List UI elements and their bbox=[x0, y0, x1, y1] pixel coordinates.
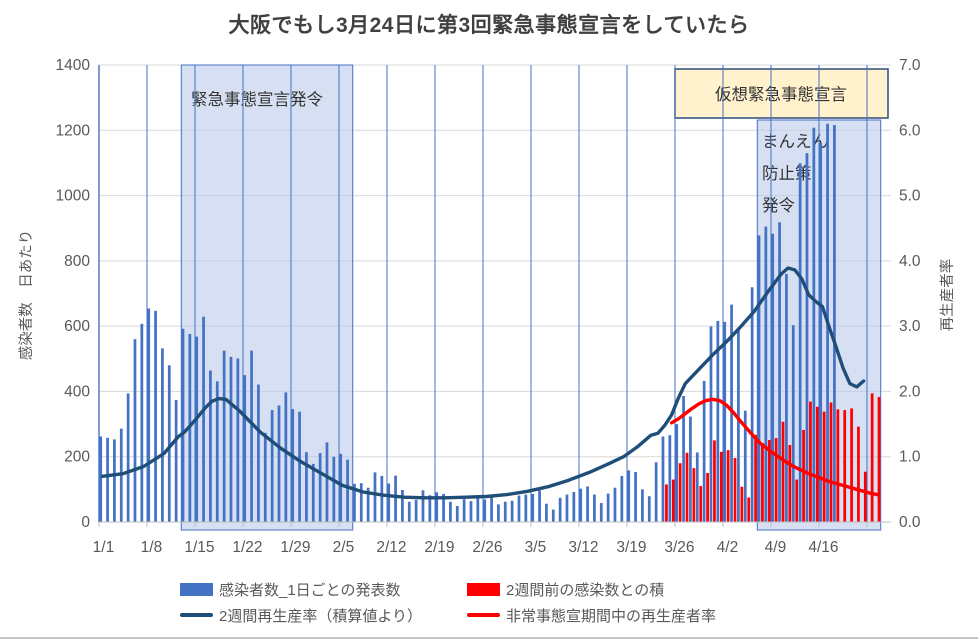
manen-line-3: 発令 bbox=[762, 196, 796, 215]
svg-text:1200: 1200 bbox=[56, 122, 91, 139]
svg-text:6.0: 6.0 bbox=[899, 122, 921, 139]
left-axis-labels: 1400 1200 1000 800 600 400 200 0 bbox=[56, 57, 91, 531]
vertical-gridlines bbox=[98, 65, 868, 522]
svg-text:2/12: 2/12 bbox=[376, 539, 406, 556]
svg-text:4.0: 4.0 bbox=[899, 253, 921, 270]
daily-cases-bars bbox=[99, 123, 836, 523]
svg-text:4/16: 4/16 bbox=[808, 539, 838, 556]
legend-row-bars: 感染者数_1日ごとの発表数 2週間前の感染数との積 bbox=[180, 576, 716, 602]
svg-text:3/26: 3/26 bbox=[664, 539, 694, 556]
svg-text:0: 0 bbox=[81, 514, 90, 531]
window-bottom-edge bbox=[0, 637, 978, 639]
svg-text:2/19: 2/19 bbox=[424, 539, 454, 556]
svg-text:1/8: 1/8 bbox=[141, 539, 163, 556]
right-axis-labels: 7.0 6.0 5.0 4.0 3.0 2.0 1.0 0.0 bbox=[899, 57, 921, 531]
x-axis: 1/1 1/8 1/15 1/22 1/29 2/5 2/12 2/19 2/26 3/5 3/12… bbox=[93, 521, 891, 556]
red-bar-swatch bbox=[467, 582, 500, 596]
svg-text:7.0: 7.0 bbox=[899, 57, 921, 74]
legend: 感染者数_1日ごとの発表数 2週間前の感染数との積 2週間再生産率（積算値より）… bbox=[180, 576, 716, 628]
svg-text:4/9: 4/9 bbox=[765, 539, 787, 556]
annotations: 緊急事態宣言発令 仮想緊急事態宣言 まんえん 防止策 発令 bbox=[191, 68, 889, 215]
svg-text:4/2: 4/2 bbox=[717, 539, 739, 556]
right-axis-title: 再生産者率 bbox=[939, 259, 956, 332]
legend-item-daily-cases: 感染者数_1日ごとの発表数 bbox=[180, 579, 467, 600]
reproduction-rate-lines bbox=[100, 266, 879, 500]
chart-title: 大阪でもし3月24日に第3回緊急事態宣言をしていたら bbox=[228, 14, 750, 37]
red-line-swatch bbox=[467, 613, 500, 617]
svg-text:1.0: 1.0 bbox=[899, 449, 921, 466]
legend-item-rate: 2週間再生産率（積算値より） bbox=[180, 605, 467, 626]
svg-text:0.0: 0.0 bbox=[899, 514, 921, 531]
svg-text:200: 200 bbox=[64, 449, 90, 466]
virtual-emergency-label: 仮想緊急事態宣言 bbox=[715, 85, 847, 104]
manen-line-2: 防止策 bbox=[762, 164, 812, 183]
svg-text:3/5: 3/5 bbox=[525, 539, 547, 556]
svg-text:2/26: 2/26 bbox=[472, 539, 502, 556]
svg-text:1/1: 1/1 bbox=[93, 539, 115, 556]
legend-row-lines: 2週間再生産率（積算値より） 非常事態宣期間中の再生産者率 bbox=[180, 602, 716, 628]
svg-text:3.0: 3.0 bbox=[899, 318, 921, 335]
svg-text:1/15: 1/15 bbox=[184, 539, 214, 556]
svg-text:2/5: 2/5 bbox=[333, 539, 355, 556]
manen-line-1: まんえん bbox=[762, 133, 828, 151]
svg-text:1/29: 1/29 bbox=[280, 539, 310, 556]
svg-text:600: 600 bbox=[64, 318, 90, 335]
svg-text:3/19: 3/19 bbox=[616, 539, 646, 556]
svg-text:800: 800 bbox=[64, 253, 90, 270]
hypothetical-product-bars bbox=[665, 393, 881, 522]
legend-item-emergency-rate: 非常事態宣期間中の再生産者率 bbox=[467, 605, 716, 626]
chart-canvas: 緊急事態宣言発令 仮想緊急事態宣言 まんえん 防止策 発令 1/1 1/8 1/15… bbox=[18, 57, 956, 556]
svg-text:1/22: 1/22 bbox=[232, 539, 262, 556]
svg-text:400: 400 bbox=[64, 383, 90, 400]
left-axis-title: 感染者数 日あたり bbox=[18, 230, 35, 361]
blue-bar-swatch bbox=[180, 582, 213, 596]
legend-item-product: 2週間前の感染数との積 bbox=[467, 579, 664, 600]
svg-text:3/12: 3/12 bbox=[568, 539, 598, 556]
dark-blue-line-swatch bbox=[180, 613, 213, 617]
svg-text:5.0: 5.0 bbox=[899, 188, 921, 205]
virtual-emergency-box bbox=[674, 68, 889, 119]
svg-text:2.0: 2.0 bbox=[899, 383, 921, 400]
svg-text:1000: 1000 bbox=[56, 188, 91, 205]
emergency-declared-label: 緊急事態宣言発令 bbox=[191, 90, 324, 109]
svg-text:1400: 1400 bbox=[56, 57, 91, 74]
